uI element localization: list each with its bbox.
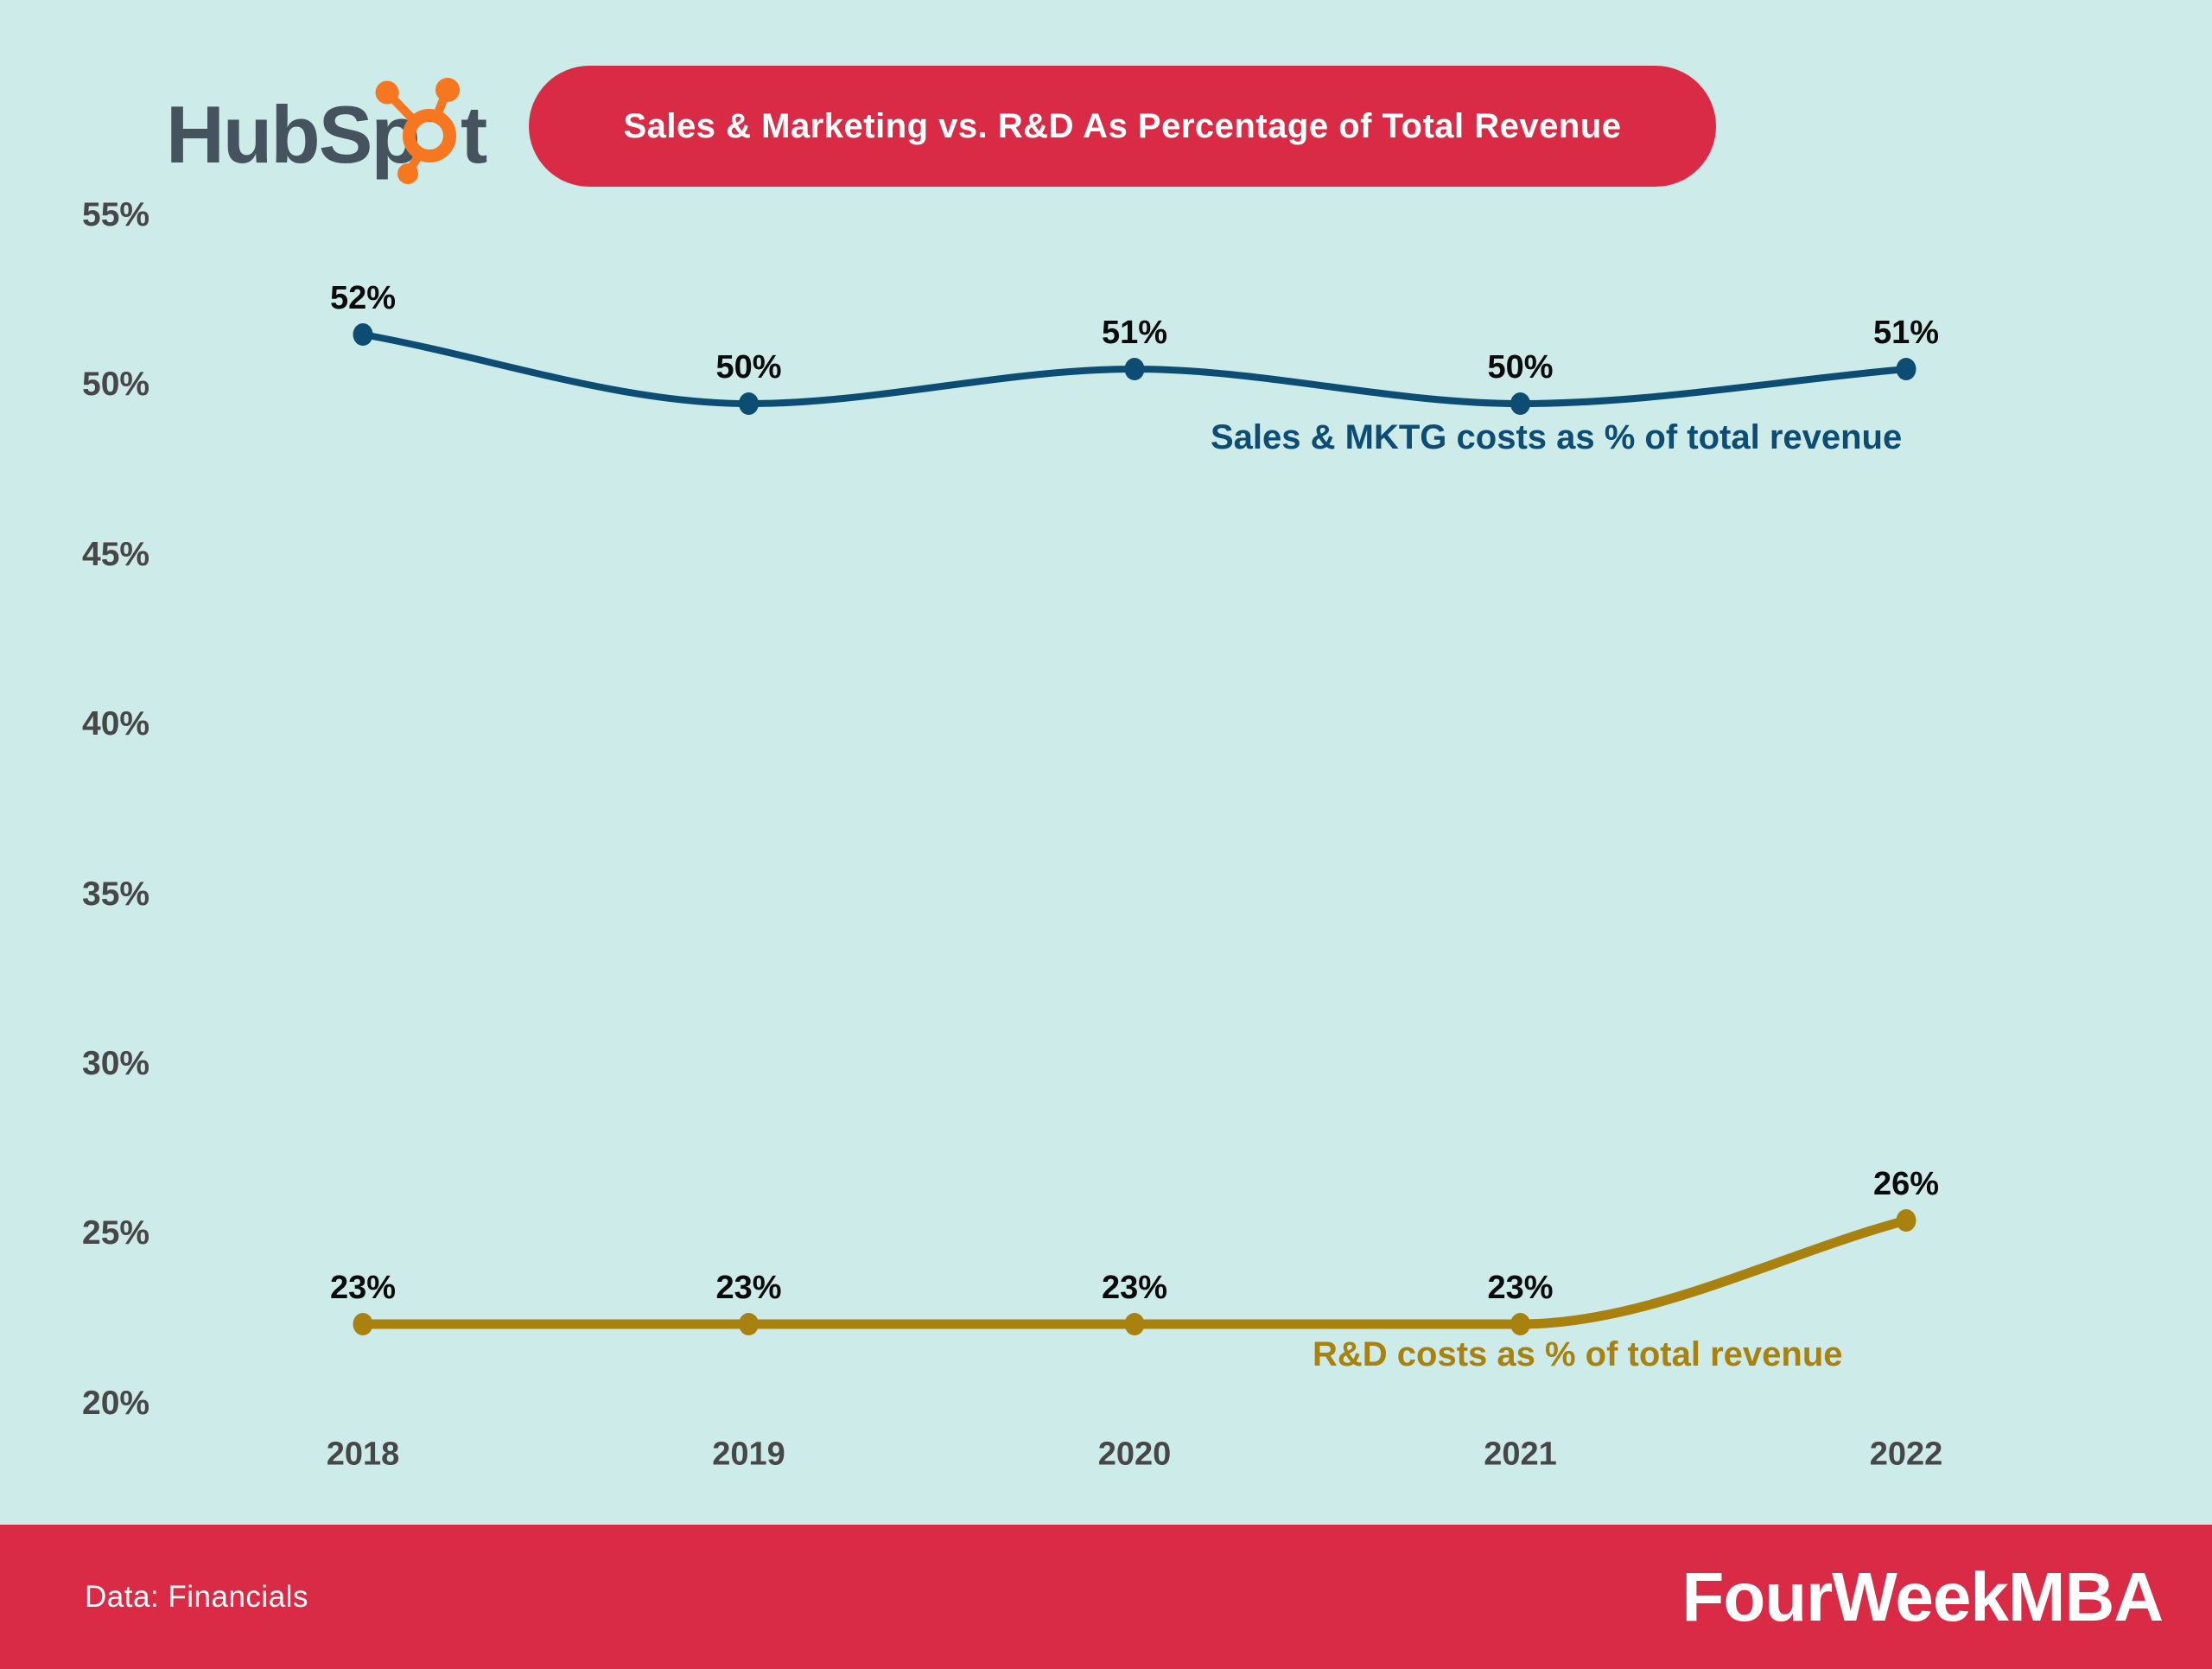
data-point (739, 1313, 759, 1335)
y-tick-label: 35% (82, 875, 150, 913)
logo-text-before: HubSp (166, 89, 419, 180)
x-tick-label: 2019 (712, 1436, 785, 1473)
x-tick-label: 2020 (1097, 1436, 1172, 1473)
chart-title-banner: Sales & Marketing vs. R&D As Percentage … (529, 66, 1716, 187)
y-tick-label: 25% (82, 1214, 150, 1252)
y-tick-label: 50% (82, 366, 150, 404)
x-tick-label: 2022 (1869, 1436, 1943, 1473)
data-point (1510, 392, 1530, 415)
value-label: 23% (329, 1270, 397, 1306)
value-label: 26% (1872, 1166, 1940, 1202)
legend-rd: R&D costs as % of total revenue (1313, 1335, 1843, 1373)
value-label: 50% (715, 349, 782, 385)
legend-sales-mktg: Sales & MKTG costs as % of total revenue (1211, 418, 1903, 456)
y-tick-label: 55% (82, 196, 150, 233)
data-point (1124, 358, 1145, 380)
footer-bar: Data: Financials FourWeekMBA (0, 1525, 2212, 1669)
value-label: 23% (715, 1270, 782, 1306)
y-tick-label: 45% (82, 535, 150, 573)
y-tick-label: 20% (82, 1384, 150, 1422)
data-point (739, 392, 759, 415)
value-label: 50% (1487, 349, 1554, 385)
data-point (1510, 1313, 1530, 1335)
value-label: 23% (1101, 1270, 1168, 1306)
x-tick-label: 2021 (1484, 1436, 1557, 1473)
data-point (1896, 358, 1916, 380)
data-point (1124, 1313, 1145, 1335)
value-label: 51% (1101, 315, 1168, 351)
logo-text-after: t (461, 89, 487, 180)
value-label: 51% (1872, 315, 1940, 351)
y-tick-label: 30% (82, 1045, 150, 1082)
x-tick-label: 2018 (326, 1436, 400, 1473)
value-label: 52% (329, 280, 397, 316)
data-point (353, 1313, 373, 1335)
hubspot-sprocket-icon (375, 78, 460, 184)
data-point (353, 323, 373, 346)
value-label: 23% (1487, 1270, 1554, 1306)
data-source-label: Data: Financials (85, 1579, 308, 1614)
fourweekmba-brand: FourWeekMBA (1681, 1558, 2164, 1635)
chart-title: Sales & Marketing vs. R&D As Percentage … (623, 106, 1622, 145)
hubspot-logo: HubSp t (166, 78, 489, 184)
data-point (1896, 1209, 1916, 1232)
y-tick-label: 40% (82, 705, 150, 743)
